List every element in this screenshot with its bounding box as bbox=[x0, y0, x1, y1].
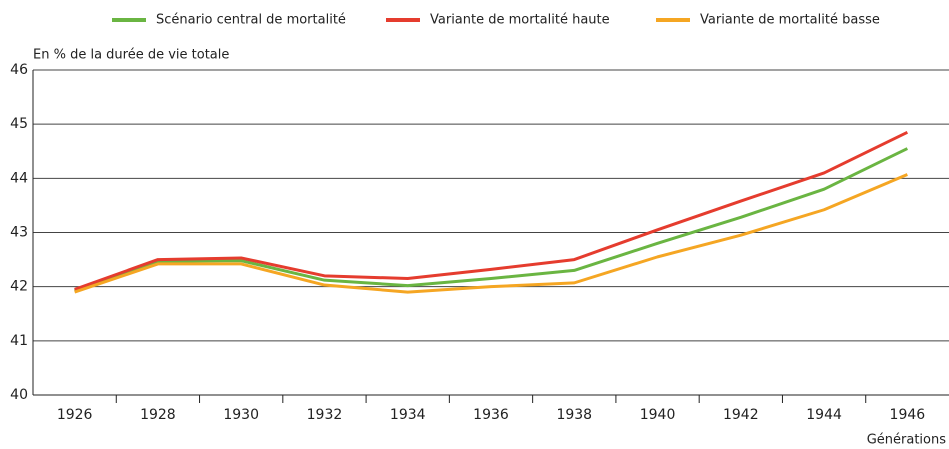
x-tick-label: 1926 bbox=[57, 407, 93, 423]
legend-label: Variante de mortalité basse bbox=[700, 13, 880, 28]
x-tick-label: 1946 bbox=[890, 407, 926, 423]
legend-label: Scénario central de mortalité bbox=[156, 13, 346, 28]
y-tick-label: 42 bbox=[10, 279, 28, 295]
x-tick-label: 1928 bbox=[140, 407, 176, 423]
x-tick-label: 1930 bbox=[223, 407, 259, 423]
x-tick-label: 1940 bbox=[640, 407, 676, 423]
x-axis-label: Générations bbox=[867, 433, 947, 448]
x-tick-label: 1942 bbox=[723, 407, 759, 423]
y-axis-label: En % de la durée de vie totale bbox=[33, 48, 229, 63]
y-tick-label: 40 bbox=[10, 387, 28, 403]
y-tick-label: 41 bbox=[10, 333, 28, 349]
legend-label: Variante de mortalité haute bbox=[430, 13, 610, 28]
y-tick-label: 45 bbox=[10, 116, 28, 132]
series-line bbox=[74, 147, 909, 293]
x-tick-label: 1944 bbox=[806, 407, 842, 423]
y-tick-label: 46 bbox=[10, 62, 28, 78]
x-tick-label: 1934 bbox=[390, 407, 426, 423]
x-tick-label: 1938 bbox=[556, 407, 592, 423]
series-line bbox=[74, 130, 909, 291]
x-tick-label: 1932 bbox=[307, 407, 343, 423]
series-line bbox=[74, 173, 908, 294]
y-tick-label: 43 bbox=[10, 225, 28, 241]
x-tick-label: 1936 bbox=[473, 407, 509, 423]
y-tick-label: 44 bbox=[10, 170, 28, 186]
